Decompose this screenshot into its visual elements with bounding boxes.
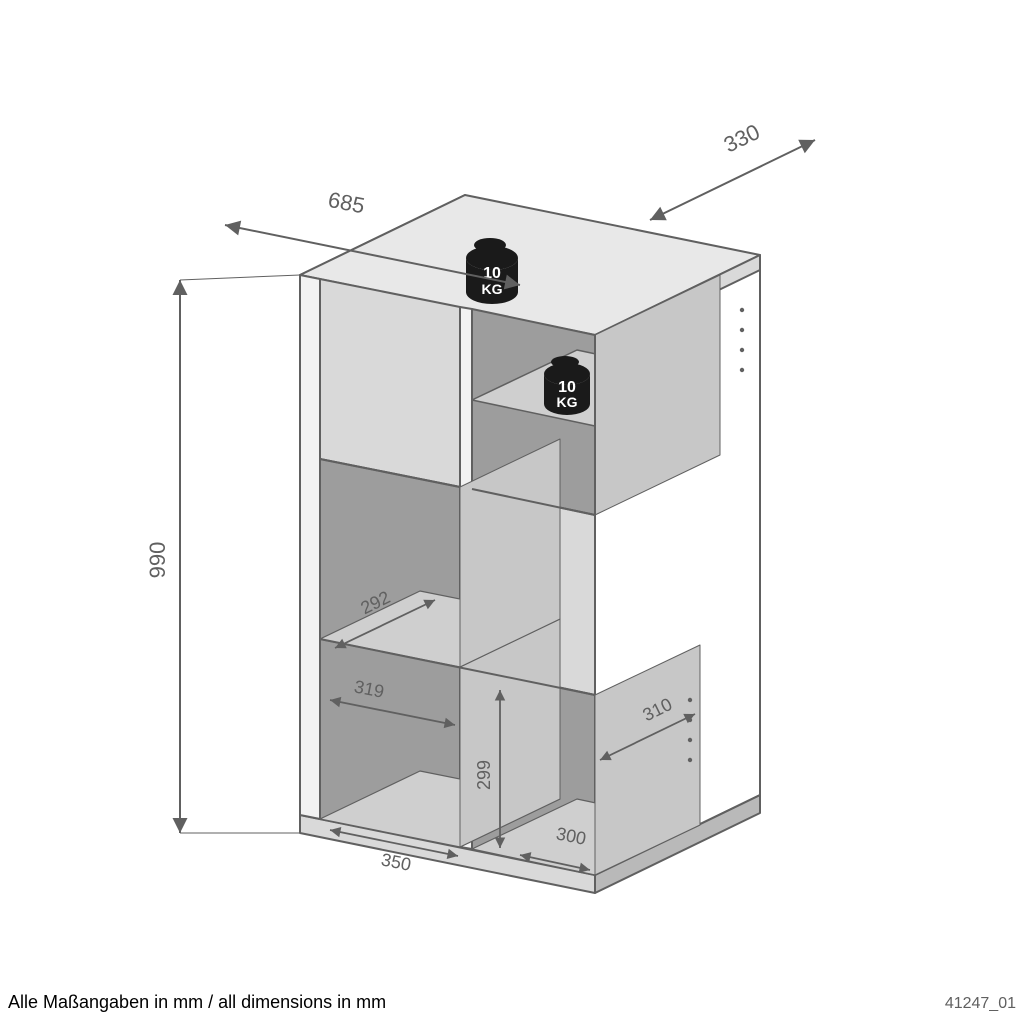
dim-299-label: 299 — [474, 760, 494, 790]
drawing-id: 41247_01 — [945, 995, 1016, 1012]
dim-height-label: 990 — [145, 542, 170, 579]
dim-depth-label: 330 — [720, 119, 764, 158]
cabinet — [300, 195, 760, 893]
dim-width-label: 685 — [326, 187, 367, 219]
weight-shelf-unit: KG — [557, 394, 578, 410]
footer-note: Alle Maßangaben in mm / all dimensions i… — [8, 992, 386, 1012]
weight-top-unit: KG — [482, 281, 503, 297]
dimension-diagram: 10 KG 10 KG 685 330 990 — [0, 0, 1024, 1024]
dim-350-label: 350 — [379, 849, 412, 874]
